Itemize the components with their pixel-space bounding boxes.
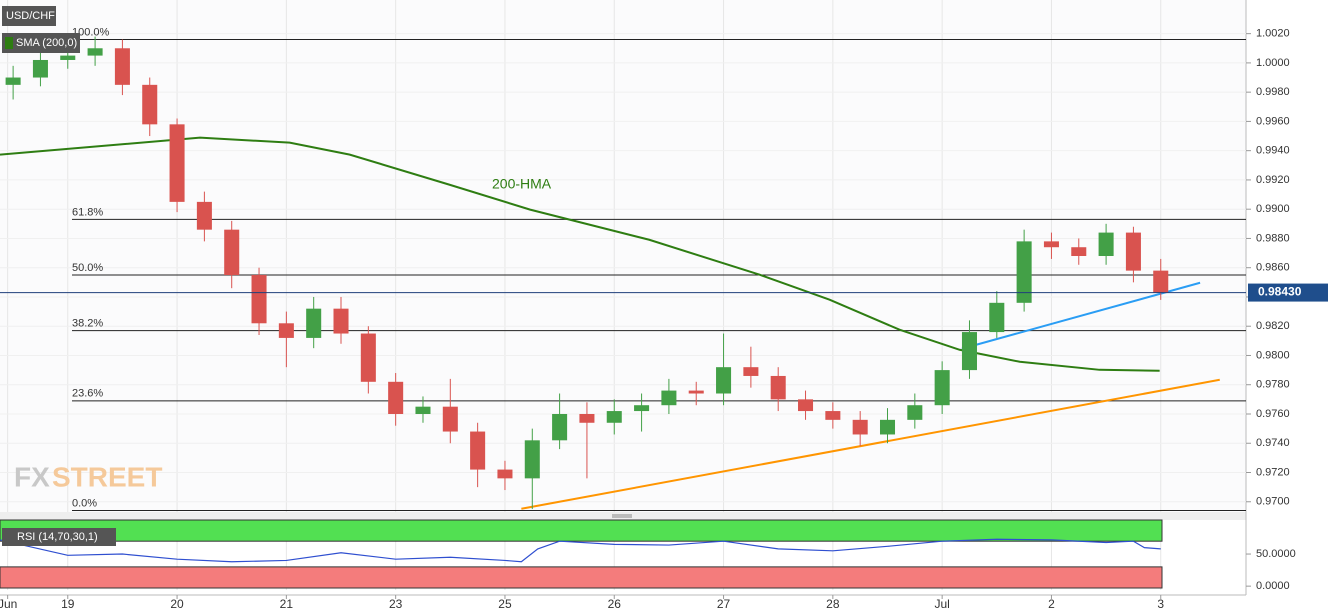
symbol-box [2, 6, 56, 26]
candle-body [1125, 232, 1141, 271]
fib-label: 50.0% [72, 262, 103, 274]
candle-body [989, 302, 1005, 333]
x-tick-label: Jun [0, 597, 17, 611]
indicator-label: SMA (200,0) [16, 37, 77, 49]
y-tick-label: 0.9920 [1256, 174, 1290, 186]
candle-body [798, 399, 814, 412]
candle-body [961, 332, 977, 371]
y-tick-label: 0.9740 [1256, 437, 1290, 449]
line-label: 200-HMA [492, 176, 552, 192]
candle-body [142, 84, 158, 125]
candle-body [306, 308, 322, 338]
candle-body [934, 370, 950, 406]
y-tick-label: 0.9940 [1256, 145, 1290, 157]
candle-body [907, 405, 923, 420]
overbought-zone [0, 519, 1163, 542]
candle-body [1153, 270, 1169, 293]
candle-body [196, 201, 212, 230]
y-tick-label: 0.9820 [1256, 320, 1290, 332]
candle-body [60, 55, 76, 60]
panel-divider[interactable] [0, 512, 1246, 520]
x-tick-label: 27 [717, 597, 731, 611]
candle-body [688, 390, 704, 394]
watermark: STREET [52, 461, 162, 492]
x-tick-label: 19 [61, 597, 75, 611]
candle-body [87, 48, 103, 56]
fib-label: 61.8% [72, 206, 103, 218]
y-tick-label: 0.0000 [1256, 580, 1290, 592]
rsi-line [0, 538, 1161, 563]
candle-body [32, 59, 48, 78]
candle-body [114, 48, 130, 85]
candle-body [360, 333, 376, 382]
fib-label: 38.2% [72, 318, 103, 330]
x-tick-label: 2 [1048, 597, 1055, 611]
y-tick-label: 0.9800 [1256, 349, 1290, 361]
candle-body [770, 375, 786, 400]
candle-body [1043, 241, 1059, 248]
candle-body [606, 411, 622, 423]
fib-label: 23.6% [72, 388, 103, 400]
x-tick-label: 23 [389, 597, 403, 611]
candle-body [224, 229, 240, 276]
candle-body [743, 367, 759, 376]
candle-body [442, 406, 458, 432]
y-tick-label: 0.9980 [1256, 86, 1290, 98]
candle-body [825, 411, 841, 420]
indicator-box [2, 33, 80, 53]
candle-body [278, 323, 294, 338]
oversold-zone [0, 566, 1163, 589]
candle-body [879, 419, 896, 435]
y-tick-label: 50.0000 [1256, 548, 1296, 560]
main-panel [0, 0, 1246, 512]
candle-body [552, 413, 568, 441]
x-tick-label: 21 [280, 597, 294, 611]
watermark: FX [14, 461, 50, 492]
fib-label: 100.0% [72, 26, 110, 38]
candle-body [5, 77, 21, 85]
last-price-label: 0.98430 [1258, 285, 1302, 299]
candle-body [852, 419, 868, 435]
x-tick-label: 25 [498, 597, 512, 611]
candle-body [579, 413, 595, 423]
candle-body [333, 308, 349, 334]
rsi-label: RSI (14,70,30,1) [17, 531, 98, 543]
candle-body [1098, 232, 1114, 256]
x-tick-label: Jul [934, 597, 949, 611]
y-tick-label: 0.9780 [1256, 379, 1290, 391]
candle-body [634, 405, 650, 412]
y-tick-label: 0.9720 [1256, 466, 1290, 478]
y-tick-label: 0.9700 [1256, 496, 1290, 508]
candle-body [415, 406, 431, 414]
rsi-label-box [2, 528, 116, 546]
fib-label: 0.0% [72, 497, 97, 509]
candle-body [1071, 247, 1087, 256]
y-tick-label: 1.0020 [1256, 28, 1290, 40]
trend-line [521, 378, 1220, 510]
last-price-box [1248, 283, 1328, 302]
y-tick-label: 0.9960 [1256, 115, 1290, 127]
candle-body [388, 381, 404, 414]
candle-body [661, 390, 677, 406]
indicator-swatch [5, 37, 13, 49]
trend-line [0, 136, 1160, 372]
candle-body [1016, 241, 1032, 303]
candle-body [716, 367, 732, 394]
candle-body [497, 469, 513, 479]
y-tick-label: 0.9760 [1256, 408, 1290, 420]
y-tick-label: 1.0000 [1256, 57, 1290, 69]
y-tick-label: 0.9880 [1256, 232, 1290, 244]
x-tick-label: 20 [170, 597, 184, 611]
x-tick-label: 26 [608, 597, 622, 611]
candle-body [524, 440, 540, 479]
symbol-label: USD/CHF [6, 10, 55, 22]
x-tick-label: 3 [1157, 597, 1164, 611]
candle-body [251, 275, 267, 324]
x-tick-label: 28 [826, 597, 840, 611]
candle-body [470, 431, 486, 470]
y-tick-label: 0.9860 [1256, 262, 1290, 274]
y-tick-label: 0.9900 [1256, 203, 1290, 215]
candle-body [169, 124, 185, 202]
